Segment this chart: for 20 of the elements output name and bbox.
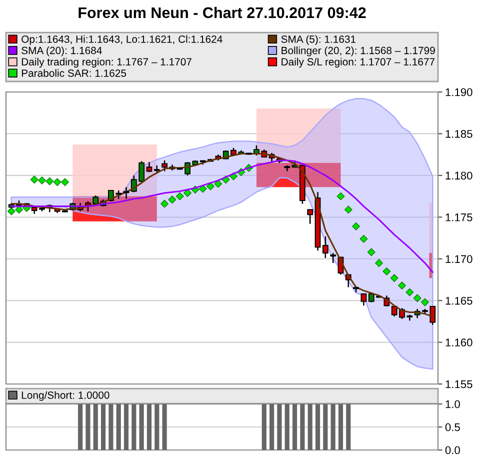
y-tick-label: 1.165 <box>446 296 472 305</box>
y-tick-label: 1.190 <box>446 88 472 96</box>
y-tick-label: 1.0 <box>446 400 460 408</box>
legend-label: Op:1.1643, Hi:1.1643, Lo:1.1621, Cl:1.1624 <box>22 35 222 45</box>
chart-title: Forex um Neun - Chart 27.10.2017 09:42 <box>78 6 366 18</box>
legend-label: Long/Short: 1.0000 <box>22 391 110 401</box>
legend-label: Parabolic SAR: 1.1625 <box>22 69 126 77</box>
y-tick-label: 0.0 <box>445 446 460 454</box>
legend-label: Bollinger (20, 2): 1.1568 – 1.1799 <box>282 46 435 56</box>
legend-label: Daily trading region: 1.1767 – 1.1707 <box>22 58 192 68</box>
y-tick-label: 0.5 <box>445 423 460 432</box>
legend-label: SMA (20): 1.1684 <box>22 46 102 56</box>
y-tick-label: 1.175 <box>446 214 472 222</box>
y-tick-label: 1.155 <box>446 380 472 388</box>
y-tick-label: 1.170 <box>446 255 472 263</box>
y-tick-label: 1.160 <box>446 338 472 346</box>
legend-label: Daily S/L region: 1.1707 – 1.1677 <box>282 58 434 68</box>
y-tick-label: 1.180 <box>446 172 472 180</box>
y-tick-label: 1.185 <box>446 130 472 138</box>
legend-label: SMA (5): 1.1631 <box>281 35 356 45</box>
